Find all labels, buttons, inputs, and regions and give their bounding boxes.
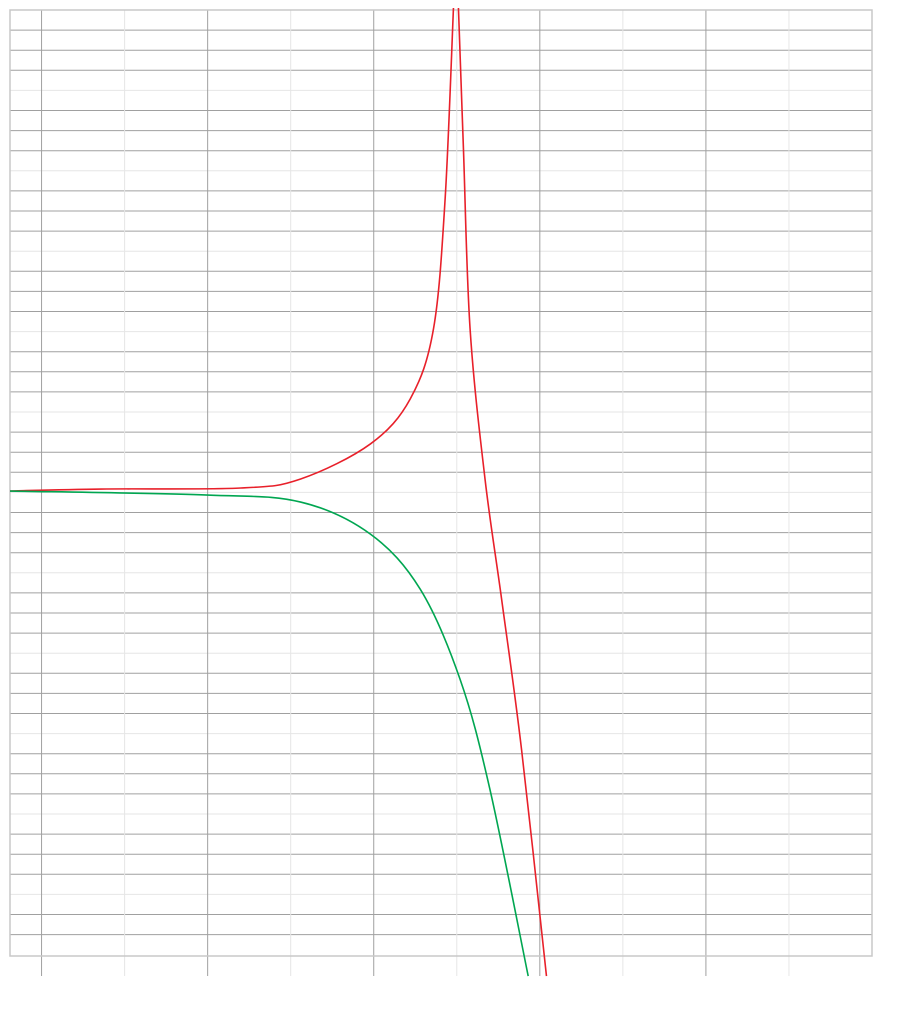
- series-line-1: [457, 7, 548, 977]
- series-layer: [9, 7, 548, 977]
- series-line-1: [9, 7, 455, 492]
- series-line-2: [9, 490, 529, 977]
- plot-frame: [9, 9, 873, 957]
